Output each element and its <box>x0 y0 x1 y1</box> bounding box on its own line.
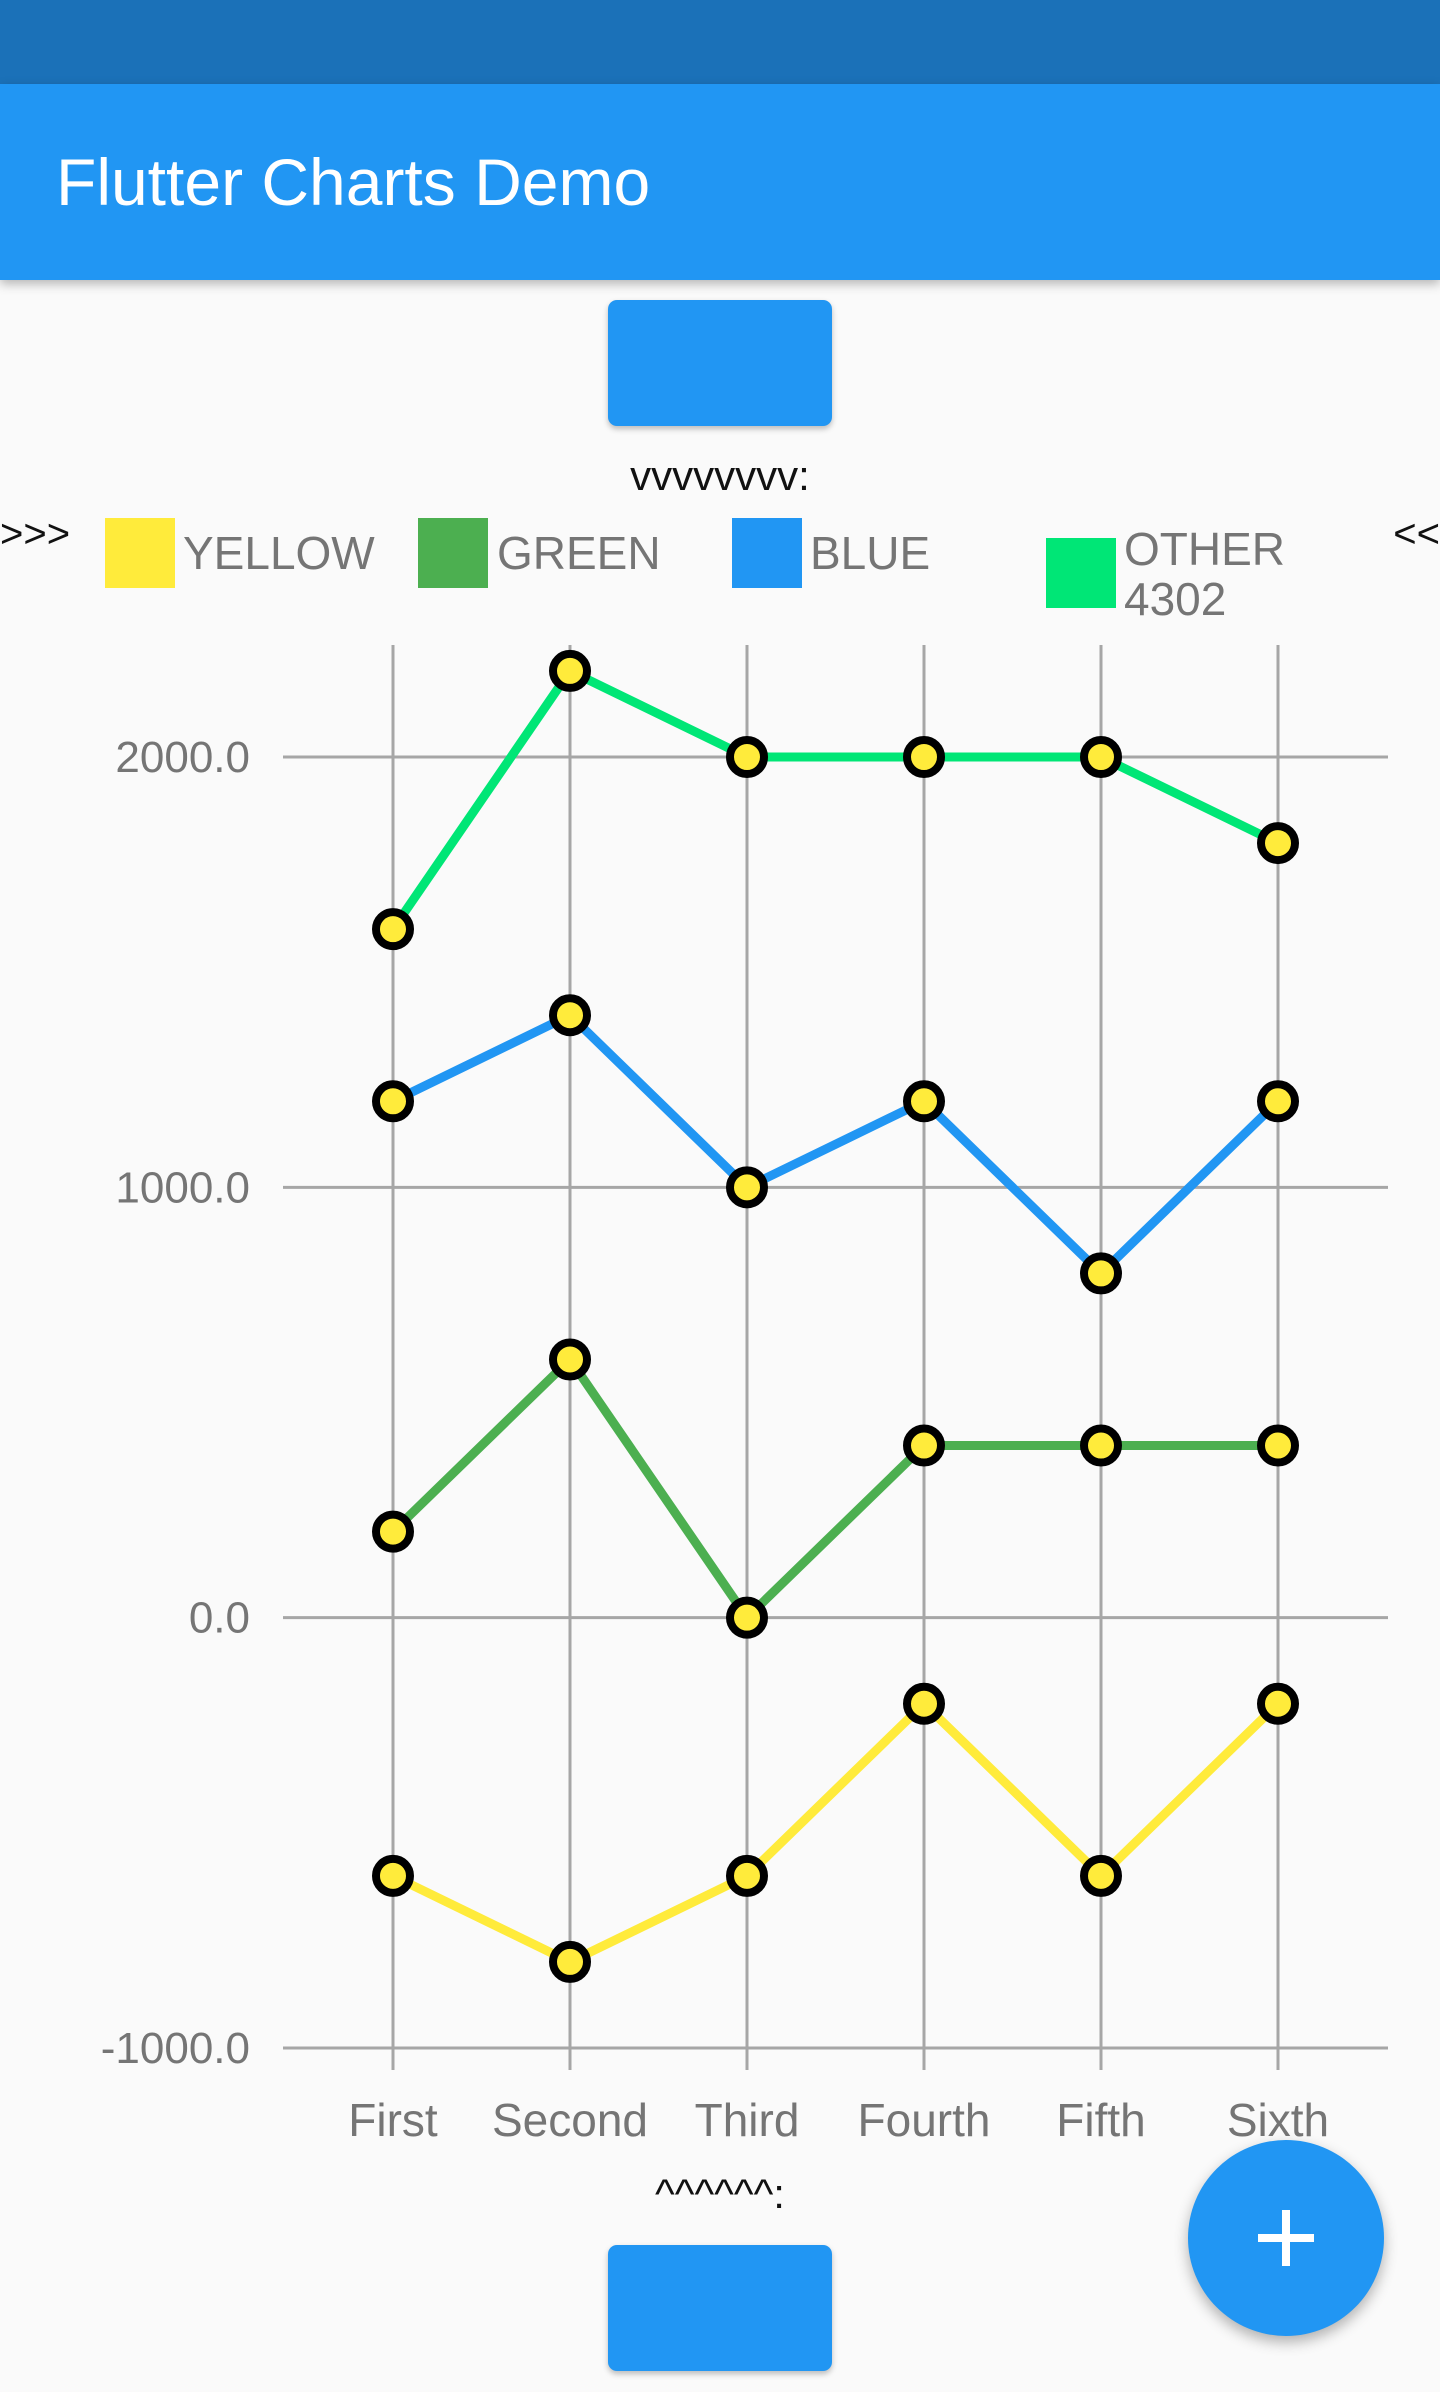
legend-label: YELLOW <box>183 527 375 579</box>
legend-label: OTHER 4302 <box>1124 523 1285 625</box>
legend-swatch <box>1046 538 1116 608</box>
data-point <box>549 649 591 692</box>
data-point <box>903 736 945 778</box>
legend-right-marker: << <box>1393 512 1440 556</box>
x-tick-label: Second <box>492 2094 648 2146</box>
legend-swatch <box>732 518 802 588</box>
y-tick-label: 2000.0 <box>115 733 250 782</box>
data-point <box>726 736 768 778</box>
legend-label: GREEN <box>497 527 661 579</box>
data-point <box>903 1682 945 1725</box>
data-point <box>1257 1080 1299 1123</box>
plus-icon <box>1258 2210 1314 2266</box>
data-point <box>549 994 591 1037</box>
x-tick-label: Sixth <box>1227 2094 1329 2146</box>
series-line-yellow <box>391 1699 1282 1967</box>
data-point <box>549 1940 591 1983</box>
data-point <box>372 1080 414 1123</box>
legend-swatch <box>418 518 488 588</box>
series-line-other <box>389 666 1280 932</box>
data-point <box>1257 1682 1299 1725</box>
top-caption: vvvvvvvv: <box>630 452 810 499</box>
data-point <box>549 1338 591 1381</box>
legend-swatch <box>105 518 175 588</box>
status-bar <box>0 0 1440 84</box>
legend-label: BLUE <box>810 527 931 579</box>
bottom-caption: ^^^^^^: <box>655 2170 785 2217</box>
x-tick-label: Fifth <box>1056 2094 1145 2146</box>
app-title: Flutter Charts Demo <box>56 145 651 219</box>
data-point <box>903 1424 945 1467</box>
data-point <box>1080 1424 1122 1467</box>
bottom-button[interactable] <box>608 2245 832 2371</box>
x-tick-label: Third <box>695 2094 800 2146</box>
data-point <box>372 1510 414 1553</box>
data-point <box>726 1596 768 1639</box>
data-point <box>1080 1252 1122 1295</box>
y-tick-label: 0.0 <box>189 1594 250 1643</box>
x-tick-label: Fourth <box>858 2094 991 2146</box>
x-tick-label: First <box>348 2094 438 2146</box>
data-point <box>1257 1424 1299 1467</box>
add-fab-button[interactable] <box>1188 2140 1384 2336</box>
data-point <box>1257 822 1299 865</box>
data-point <box>372 908 414 951</box>
y-tick-label: 1000.0 <box>115 1163 250 1212</box>
app-bar: Flutter Charts Demo <box>0 84 1440 280</box>
legend-left-marker: >>> <box>0 512 71 556</box>
data-point <box>1080 1854 1122 1897</box>
series-line-blue <box>391 1010 1282 1278</box>
data-point <box>1080 736 1122 778</box>
data-point <box>726 1854 768 1897</box>
data-point <box>726 1166 768 1209</box>
series-line-green <box>389 1354 1278 1623</box>
data-point <box>372 1854 414 1897</box>
y-tick-label: -1000.0 <box>101 2024 250 2073</box>
top-button[interactable] <box>608 300 832 426</box>
data-point <box>903 1080 945 1123</box>
